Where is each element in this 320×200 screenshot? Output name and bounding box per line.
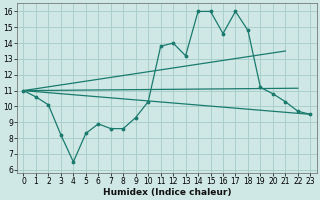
- X-axis label: Humidex (Indice chaleur): Humidex (Indice chaleur): [103, 188, 231, 197]
